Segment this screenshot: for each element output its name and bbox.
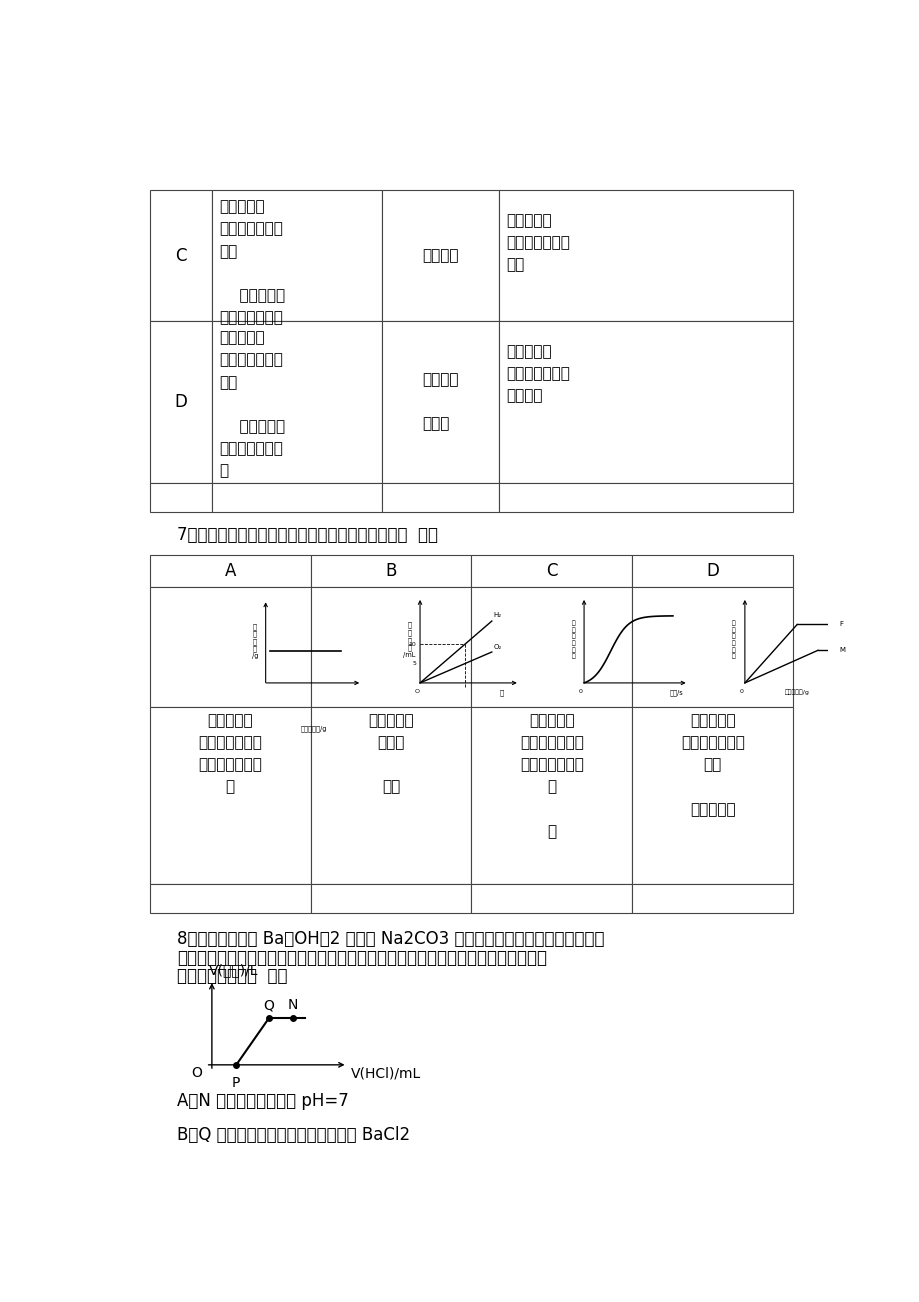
Text: F: F xyxy=(838,621,842,628)
Text: 8．将一定质量的 Ba（OH）2 溶液与 Na2CO3 溶液混合恰好完全反应，向反应后: 8．将一定质量的 Ba（OH）2 溶液与 Na2CO3 溶液混合恰好完全反应，向… xyxy=(176,930,604,948)
Bar xyxy=(211,483,382,512)
Bar xyxy=(211,190,382,322)
Text: Q: Q xyxy=(263,999,274,1012)
Text: 氧化钙质量/g: 氧化钙质量/g xyxy=(301,725,327,732)
Bar xyxy=(311,707,471,884)
Bar xyxy=(311,555,471,587)
Text: 稀盐酸质量/g: 稀盐酸质量/g xyxy=(784,689,809,695)
Text: M: M xyxy=(838,647,844,654)
Text: D: D xyxy=(175,393,187,411)
Text: 7．下列有关量的变化图象与其对应叙述相符的是（  ）。: 7．下列有关量的变化图象与其对应叙述相符的是（ ）。 xyxy=(176,526,437,544)
Text: 将充满二氧
化碳气体的试管
倒扣

    在盛有氢氧
化钠溶液的水槽
中: 将充满二氧 化碳气体的试管 倒扣 在盛有氢氧 化钠溶液的水槽 中 xyxy=(220,331,285,478)
Text: 红色褪去: 红色褪去 xyxy=(422,249,459,263)
Text: 气
体
体
积
/mL: 气 体 体 积 /mL xyxy=(403,622,414,659)
Text: C: C xyxy=(546,562,557,581)
Text: C: C xyxy=(175,246,187,264)
Bar xyxy=(150,884,311,913)
Bar xyxy=(150,483,211,512)
Text: 将水通电电
解一段

时间: 将水通电电 解一段 时间 xyxy=(368,713,414,794)
Text: D: D xyxy=(706,562,719,581)
Text: V(气体)/L: V(气体)/L xyxy=(209,963,258,976)
Bar xyxy=(150,707,311,884)
Bar xyxy=(631,707,792,884)
Text: 向一定质量
的过氧化氢的水
溶液中加入二氧
化

锰: 向一定质量 的过氧化氢的水 溶液中加入二氧 化 锰 xyxy=(519,713,584,838)
Text: A: A xyxy=(224,562,235,581)
Text: 试管内液

面上升: 试管内液 面上升 xyxy=(422,372,459,431)
Text: 的混合物中加入稀盐酸，产生气体的体积与加入稀盐酸的体积的关系如图所示，下列: 的混合物中加入稀盐酸，产生气体的体积与加入稀盐酸的体积的关系如图所示，下列 xyxy=(176,949,547,966)
Text: 0: 0 xyxy=(578,689,583,694)
Bar xyxy=(471,555,631,587)
Text: H₂: H₂ xyxy=(494,612,502,618)
Text: V(HCl)/mL: V(HCl)/mL xyxy=(350,1066,420,1081)
Text: O: O xyxy=(191,1066,202,1081)
Text: 二氧化碳与
氢氧化钠一定发
生了反应: 二氧化碳与 氢氧化钠一定发 生了反应 xyxy=(505,344,570,404)
Text: 0: 0 xyxy=(739,689,743,694)
Bar xyxy=(631,587,792,707)
Bar xyxy=(150,322,211,483)
Bar xyxy=(498,190,792,322)
Bar xyxy=(311,884,471,913)
Bar xyxy=(631,884,792,913)
Text: 向滴有酚酞
的稀氢氧化钠溶
液的

    试管中滴加
一定量的稀盐酸: 向滴有酚酞 的稀氢氧化钠溶 液的 试管中滴加 一定量的稀盐酸 xyxy=(220,199,285,326)
Text: B: B xyxy=(385,562,396,581)
Text: O: O xyxy=(414,689,419,694)
Text: 产
生
气
体
的
量: 产 生 气 体 的 量 xyxy=(732,621,735,659)
Text: B．Q 点时，所得溶液中的溶质只含有 BaCl2: B．Q 点时，所得溶液中的溶质只含有 BaCl2 xyxy=(176,1126,410,1143)
Text: 常温下，向
一定量的饱和石
灰水中加入氧化
钙: 常温下，向 一定量的饱和石 灰水中加入氧化 钙 xyxy=(199,713,262,794)
Text: 10: 10 xyxy=(408,642,415,647)
Text: 向等质量的
铁和镁中分别加
入足

量的稀盐酸: 向等质量的 铁和镁中分别加 入足 量的稀盐酸 xyxy=(680,713,743,816)
Bar xyxy=(382,322,498,483)
Text: 时间/s: 时间/s xyxy=(668,689,682,695)
Text: 说法中正确的是（  ）。: 说法中正确的是（ ）。 xyxy=(176,967,288,986)
Text: P: P xyxy=(232,1075,240,1090)
Bar xyxy=(498,483,792,512)
Text: 溶
液
质
量
/g: 溶 液 质 量 /g xyxy=(251,622,258,659)
Bar xyxy=(382,483,498,512)
Text: A．N 点时，所得溶液的 pH=7: A．N 点时，所得溶液的 pH=7 xyxy=(176,1092,348,1109)
Text: 5: 5 xyxy=(412,661,415,667)
Bar xyxy=(498,322,792,483)
Bar xyxy=(471,884,631,913)
Bar xyxy=(471,707,631,884)
Bar xyxy=(150,190,211,322)
Text: 氢氧化钠与
盐酸一定发生了
反应: 氢氧化钠与 盐酸一定发生了 反应 xyxy=(505,214,570,272)
Text: O₂: O₂ xyxy=(494,644,502,651)
Bar xyxy=(311,587,471,707)
Bar xyxy=(631,555,792,587)
Bar xyxy=(150,555,311,587)
Bar xyxy=(211,322,382,483)
Bar xyxy=(382,190,498,322)
Text: 水
的
质
量
分
数: 水 的 质 量 分 数 xyxy=(571,621,574,659)
Text: N: N xyxy=(288,999,298,1012)
Text: 时: 时 xyxy=(499,689,504,695)
Bar xyxy=(150,587,311,707)
Bar xyxy=(471,587,631,707)
